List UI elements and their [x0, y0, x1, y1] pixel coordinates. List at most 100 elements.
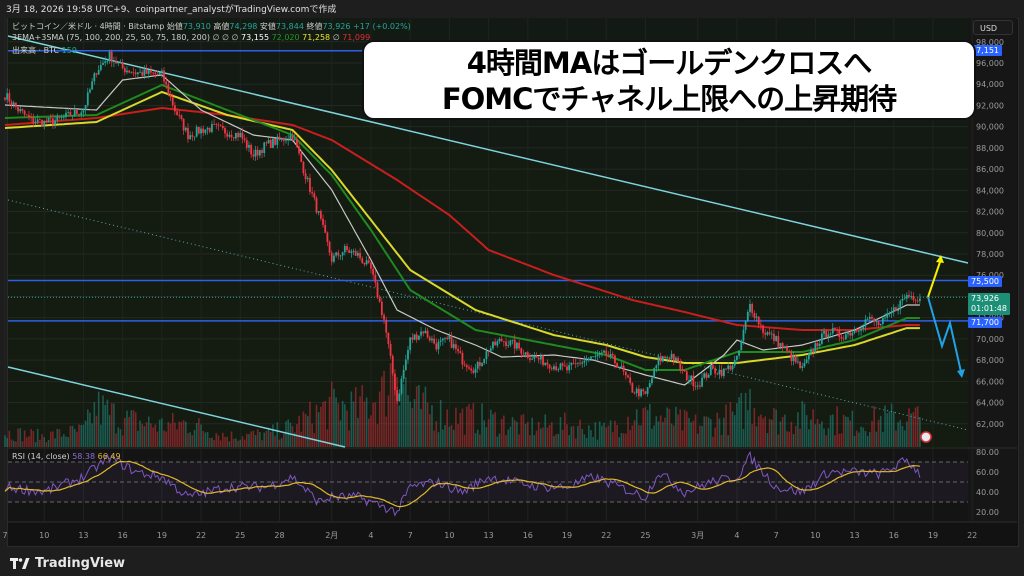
candle-body — [779, 343, 782, 347]
candle-body — [12, 102, 15, 106]
candle-body — [448, 335, 451, 340]
volume-bar — [65, 436, 67, 447]
volume-bar — [744, 392, 747, 447]
rsi-tick-label: 60.00 — [976, 468, 999, 477]
low-value: 73,844 — [275, 22, 304, 31]
candle-body — [709, 365, 712, 375]
volume-bar — [738, 397, 740, 447]
volume-bar — [23, 430, 26, 447]
candle-body — [71, 115, 74, 117]
time-tick-label: 7 — [774, 531, 779, 540]
candle-body — [472, 370, 475, 373]
volume-bar — [524, 423, 527, 447]
candle-body — [516, 342, 518, 349]
candle-body — [32, 117, 35, 124]
currency-button[interactable]: USD — [973, 20, 1013, 35]
volume-bar — [235, 438, 237, 447]
volume-bar — [899, 420, 902, 447]
candle-body — [339, 255, 342, 257]
us-flag-event-icon[interactable] — [920, 431, 932, 443]
rsi-legend[interactable]: RSI (14, close) 58.38 66.49 — [12, 452, 121, 461]
volume-bar — [842, 414, 845, 447]
resistance-price-tag: 75,500 — [968, 276, 1002, 287]
candle-body — [903, 298, 906, 300]
volume-bar — [537, 421, 540, 447]
volume-bar — [252, 430, 255, 447]
volume-legend[interactable]: 出来高 · BTC 159 — [12, 45, 77, 56]
volume-bar — [141, 423, 144, 447]
candle-body — [692, 375, 695, 387]
candle-body — [681, 369, 684, 371]
candle-body — [219, 125, 222, 127]
candle-body — [237, 132, 239, 138]
volume-bar — [58, 429, 61, 447]
candles — [4, 49, 921, 405]
ma-value-1: 73,155 — [241, 33, 270, 42]
volume-bar — [54, 438, 56, 447]
candle-body — [126, 70, 128, 73]
candle-body — [862, 326, 865, 329]
volume-bar — [572, 426, 575, 447]
volume-bar — [424, 386, 427, 447]
candle-body — [25, 114, 28, 116]
candle-body — [441, 338, 444, 341]
volume-bar — [555, 434, 557, 447]
ma-legend[interactable]: 3EMA+3SMA (75, 100, 200, 25, 50, 75, 180… — [12, 33, 370, 42]
candle-body — [43, 120, 46, 127]
volume-bar — [503, 415, 505, 447]
volume-bar — [156, 431, 159, 447]
volume-bar — [309, 401, 311, 447]
candle-body — [206, 127, 209, 130]
volume-bar — [814, 424, 817, 447]
volume-bar — [862, 427, 865, 447]
change-value: +17 (+0.02%) — [353, 22, 411, 31]
candle-body — [535, 356, 538, 358]
candle-body — [759, 324, 762, 326]
candle-body — [134, 72, 137, 75]
volume-bar — [124, 417, 126, 447]
volume-bar — [359, 396, 361, 447]
volume-bar — [838, 433, 841, 447]
candle-body — [905, 294, 908, 299]
candle-body — [461, 352, 464, 365]
candle-body — [505, 341, 507, 346]
candle-body — [823, 331, 825, 334]
volume-bar — [34, 442, 37, 447]
candle-body — [256, 149, 259, 156]
candle-body — [56, 116, 59, 121]
rsi-tick-label: 20.00 — [976, 508, 999, 517]
volume-bar — [169, 423, 172, 447]
candle-body — [23, 110, 26, 115]
candle-body — [372, 268, 375, 275]
volume-bar — [611, 432, 614, 447]
volume-bar — [805, 415, 808, 447]
volume-bar — [705, 416, 708, 447]
volume-bar — [818, 424, 821, 447]
candle-body — [705, 373, 708, 378]
candle-body — [319, 211, 322, 219]
candle-body — [17, 106, 19, 112]
volume-bar — [457, 424, 459, 447]
candle-body — [200, 128, 202, 134]
candle-body — [579, 362, 581, 364]
volume-bar — [442, 429, 444, 447]
price-tick-label: 96,000 — [976, 59, 1004, 68]
volume-bar — [585, 437, 588, 447]
volume-bar — [489, 409, 492, 447]
time-tick-label: 19 — [562, 531, 572, 540]
volume-bar — [239, 439, 242, 447]
candle-body — [646, 387, 649, 394]
volume-bar — [707, 417, 710, 447]
volume-bar — [461, 408, 464, 447]
volume-bar — [906, 421, 908, 447]
tradingview-logo[interactable]: TradingView — [10, 556, 125, 571]
volume-bar — [912, 412, 915, 447]
candle-body — [853, 330, 856, 333]
volume-bar — [509, 426, 512, 447]
volume-bar — [855, 430, 858, 447]
candle-body — [600, 352, 603, 354]
candle-body — [367, 260, 370, 263]
candle-body — [860, 328, 862, 331]
candle-body — [476, 362, 479, 369]
